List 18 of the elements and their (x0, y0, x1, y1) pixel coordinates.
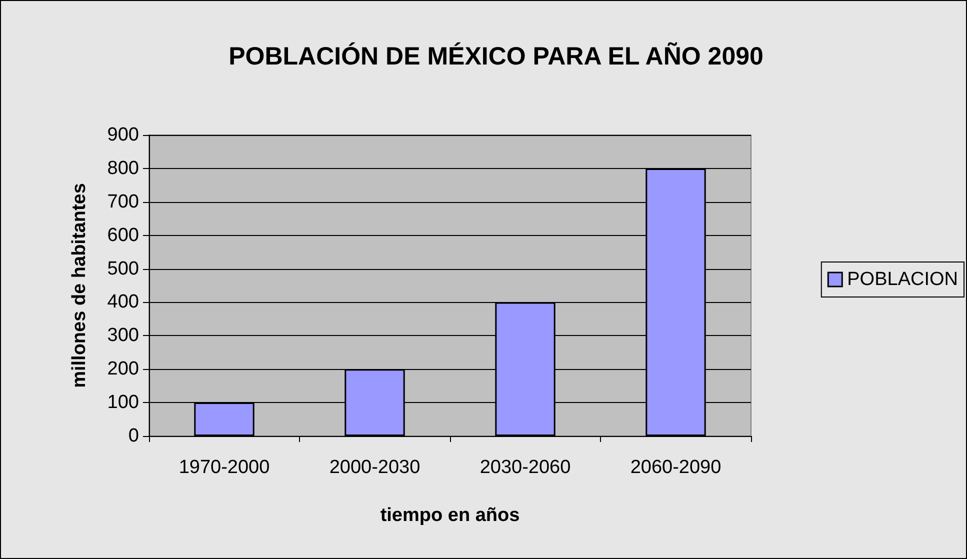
y-tick-label: 400 (107, 292, 139, 313)
y-tick-label: 900 (107, 124, 139, 146)
y-tick-label: 0 (128, 426, 139, 446)
x-tick-label: 1970-2000 (178, 457, 270, 478)
legend-label: POBLACION (847, 269, 958, 290)
y-tick-label: 100 (107, 392, 139, 414)
y-tick-label: 600 (107, 224, 139, 246)
y-tick-label: 700 (107, 191, 139, 212)
y-tick-label: 200 (107, 358, 139, 380)
x-tick-label: 2000-2030 (329, 457, 420, 478)
chart-title: POBLACIÓN DE MÉXICO PARA EL AÑO 2090 (228, 42, 764, 70)
x-tick-label: 2030-2060 (480, 457, 571, 478)
y-tick-label: 500 (107, 258, 139, 280)
x-tick-label: 2060-2090 (630, 457, 722, 478)
y-tick-label: 300 (107, 325, 139, 346)
y-axis-title: millones de habitantes (69, 183, 90, 388)
y-tick-label: 800 (107, 158, 139, 179)
x-axis-title: tiempo en años (380, 505, 520, 526)
